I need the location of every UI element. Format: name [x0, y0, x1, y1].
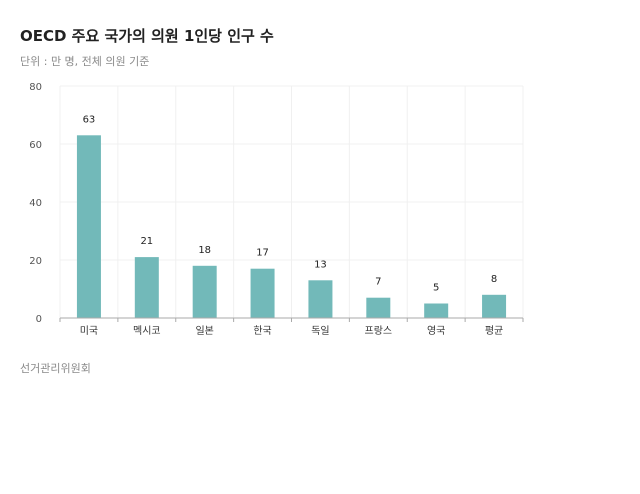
data-label: 18	[198, 245, 211, 256]
data-label: 8	[491, 274, 497, 285]
y-tick-label: 60	[29, 140, 42, 151]
data-labels: 63 21 18 17 13 7 5 8	[83, 114, 498, 293]
data-label: 7	[375, 277, 381, 288]
y-tick-label: 0	[36, 314, 42, 325]
data-label: 5	[433, 283, 439, 294]
x-tick-label: 평균	[485, 325, 503, 337]
x-tick-label: 일본	[195, 325, 213, 337]
data-label: 17	[256, 248, 269, 259]
y-tick-label: 40	[29, 198, 42, 209]
x-tick-label: 한국	[253, 325, 271, 337]
bar	[192, 265, 217, 318]
data-label: 13	[314, 259, 327, 270]
x-tick-label: 미국	[80, 325, 98, 337]
data-label: 21	[140, 236, 153, 247]
bars	[76, 135, 507, 318]
bar	[366, 297, 391, 318]
bar	[482, 294, 507, 318]
source-note: 선거관리위원회	[20, 362, 91, 375]
x-tick-label: 프랑스	[365, 325, 393, 337]
bar	[424, 303, 449, 318]
bar	[76, 135, 101, 318]
chart-subtitle: 단위 : 만 명, 전체 의원 기준	[20, 55, 150, 68]
x-axis: 미국 멕시코 일본 한국 독일 프랑스 영국 평균	[59, 317, 524, 337]
data-label: 63	[83, 114, 96, 125]
x-tick-label: 독일	[311, 325, 329, 337]
bar	[250, 268, 275, 318]
bar	[308, 280, 333, 318]
y-tick-label: 20	[29, 256, 42, 267]
x-tick-label: 멕시코	[133, 325, 161, 337]
y-tick-label: 80	[29, 82, 42, 93]
chart-title: OECD 주요 국가의 의원 1인당 인구 수	[20, 27, 274, 45]
grid-lines	[59, 85, 524, 318]
y-axis: 0 20 40 60 80	[29, 82, 42, 325]
bar	[134, 257, 159, 318]
x-tick-label: 영국	[427, 325, 445, 337]
